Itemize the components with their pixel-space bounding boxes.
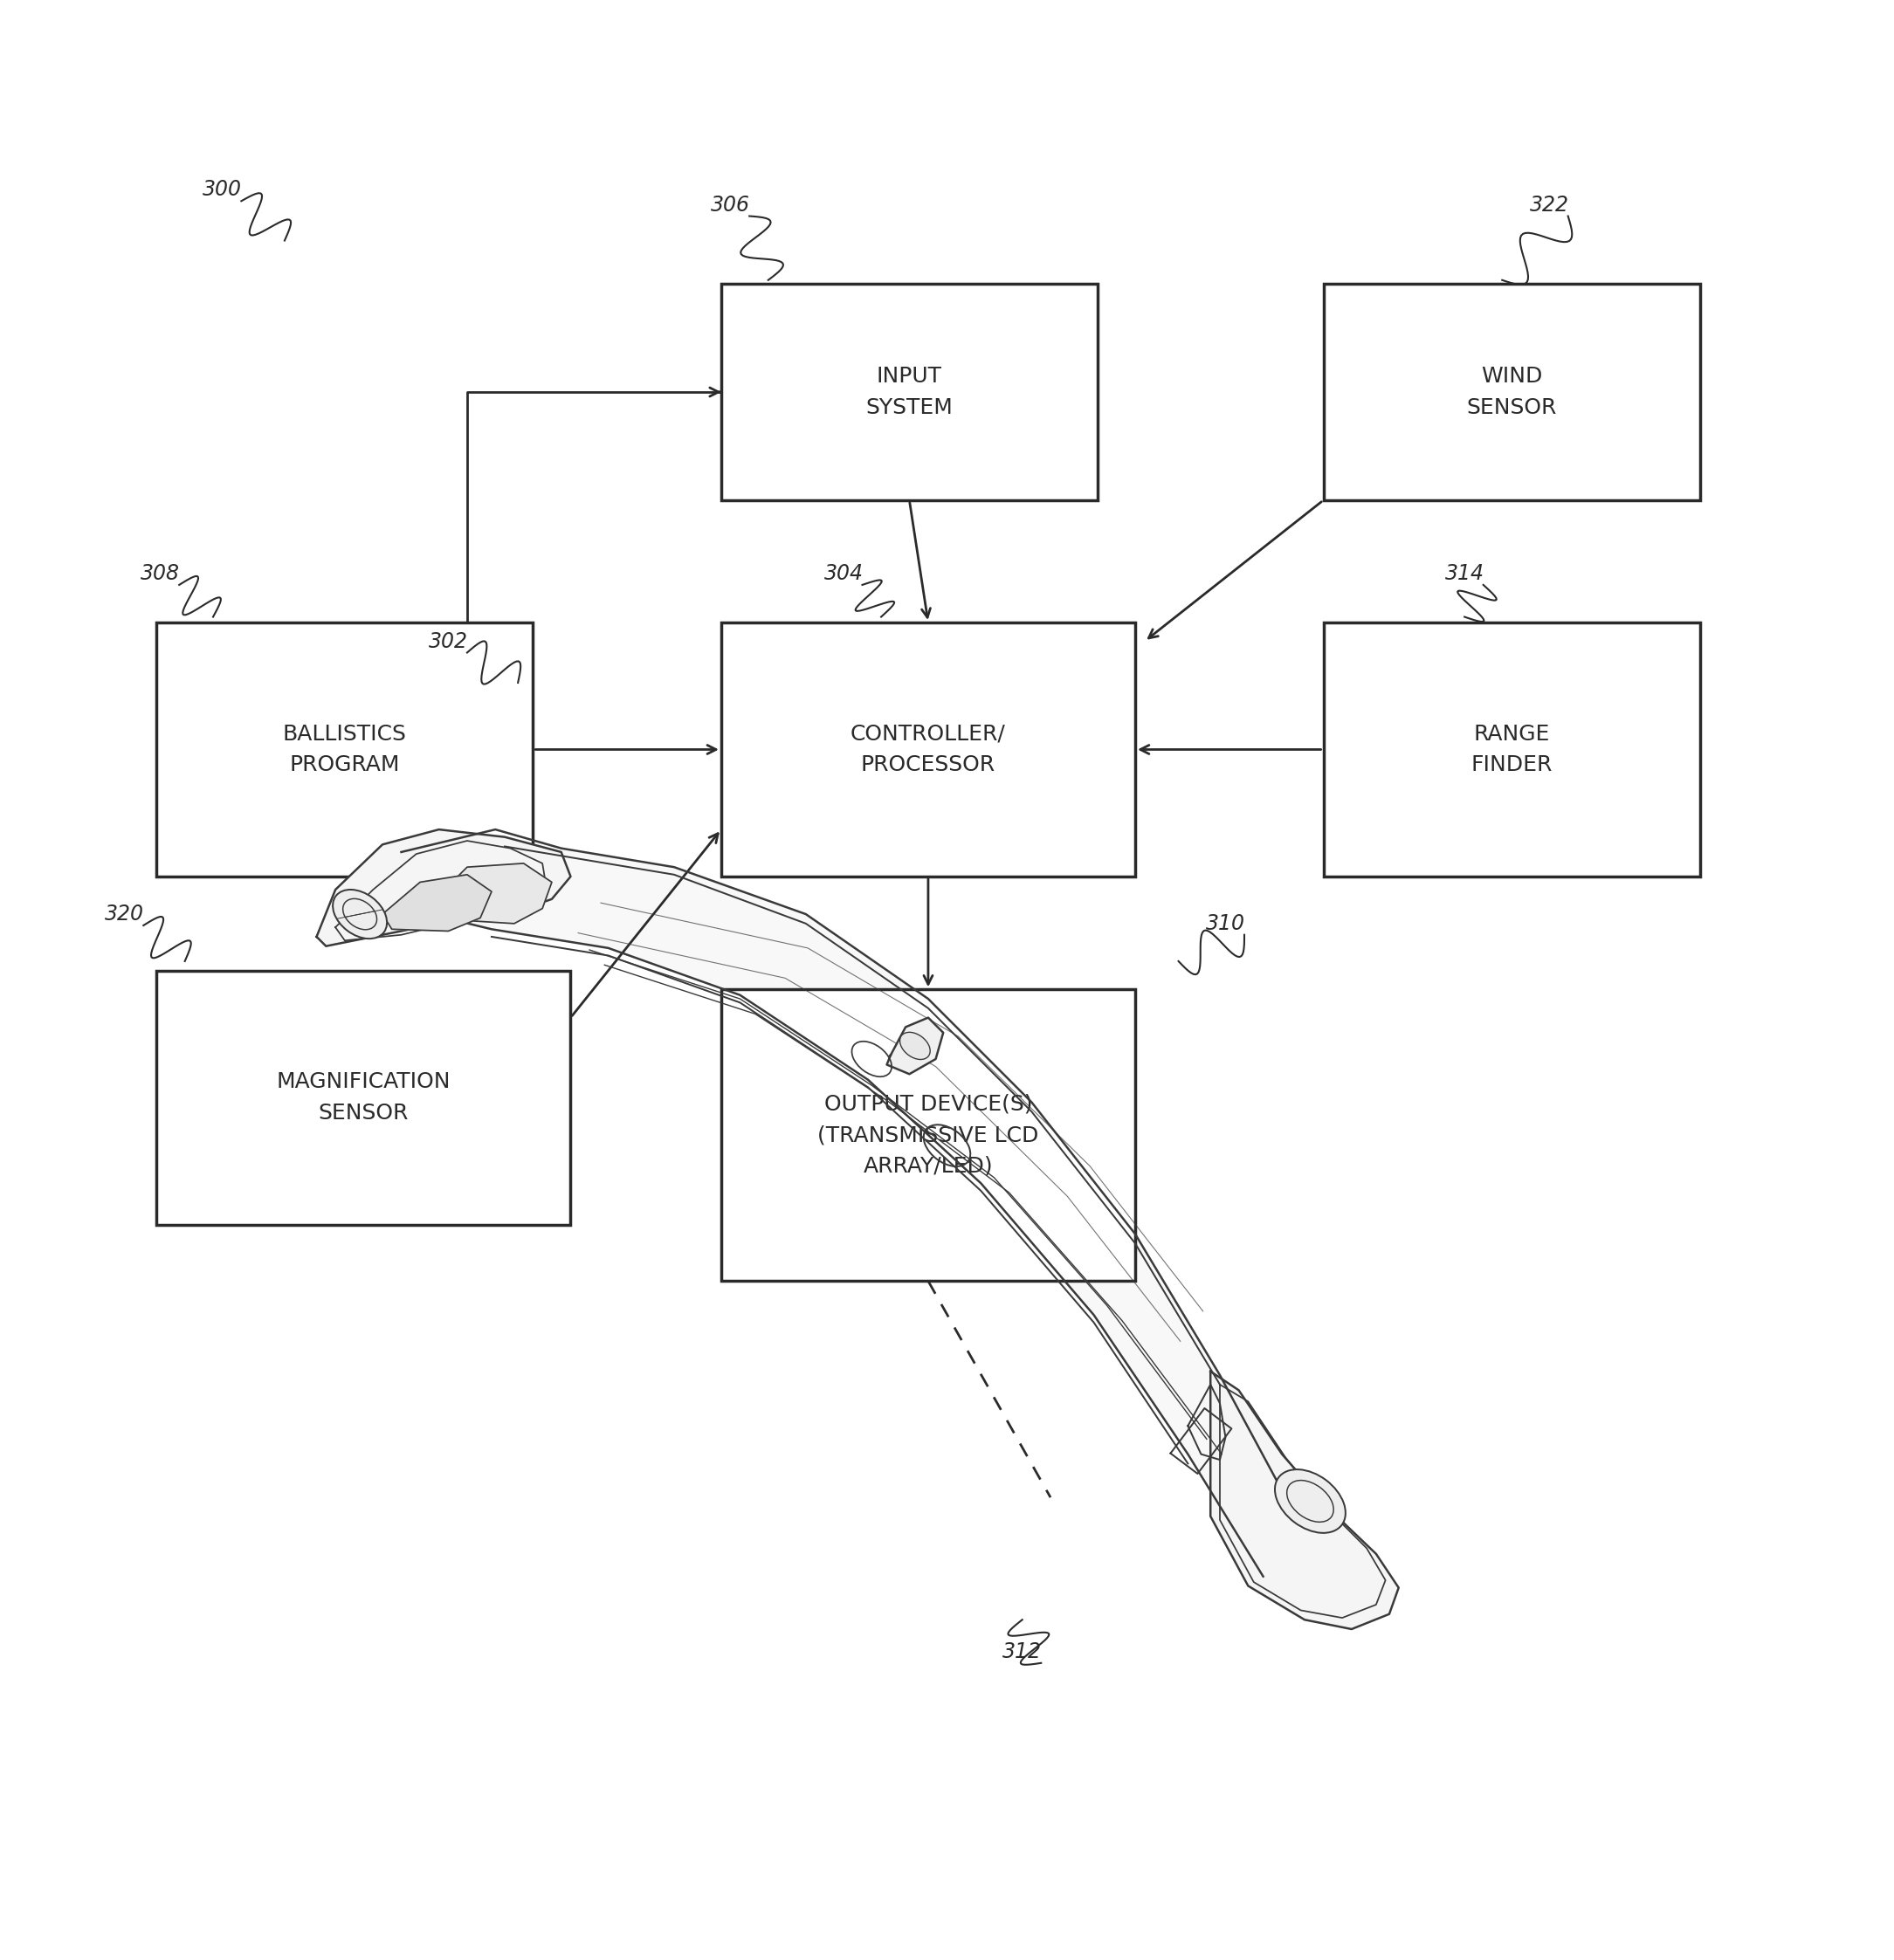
Text: 300: 300 (203, 178, 242, 200)
Text: RANGE
FINDER: RANGE FINDER (1472, 723, 1553, 776)
FancyBboxPatch shape (722, 990, 1135, 1282)
Ellipse shape (333, 890, 386, 939)
FancyBboxPatch shape (157, 623, 532, 876)
Text: INPUT
SYSTEM: INPUT SYSTEM (866, 367, 953, 417)
Text: 322: 322 (1530, 194, 1568, 216)
Polygon shape (316, 829, 570, 947)
Polygon shape (886, 1017, 943, 1074)
Text: 308: 308 (140, 563, 180, 584)
Text: OUTPUT DEVICE(S)
(TRANSMISSIVE LCD
ARRAY/LED): OUTPUT DEVICE(S) (TRANSMISSIVE LCD ARRAY… (818, 1094, 1038, 1176)
Text: 310: 310 (1206, 913, 1244, 935)
Polygon shape (1210, 1372, 1398, 1629)
FancyBboxPatch shape (722, 623, 1135, 876)
Polygon shape (439, 862, 551, 923)
FancyBboxPatch shape (722, 284, 1097, 500)
Text: 320: 320 (104, 904, 144, 925)
Text: 302: 302 (428, 631, 468, 653)
Polygon shape (354, 829, 1286, 1576)
FancyBboxPatch shape (157, 970, 570, 1225)
Ellipse shape (1275, 1470, 1345, 1533)
FancyBboxPatch shape (1324, 623, 1699, 876)
FancyBboxPatch shape (1324, 284, 1699, 500)
Text: CONTROLLER/
PROCESSOR: CONTROLLER/ PROCESSOR (850, 723, 1006, 776)
Polygon shape (383, 874, 492, 931)
Ellipse shape (900, 1033, 930, 1060)
Text: 312: 312 (1002, 1641, 1042, 1662)
Text: MAGNIFICATION
SENSOR: MAGNIFICATION SENSOR (277, 1072, 451, 1123)
Text: 314: 314 (1445, 563, 1485, 584)
Text: 304: 304 (824, 563, 864, 584)
Text: BALLISTICS
PROGRAM: BALLISTICS PROGRAM (282, 723, 407, 776)
Text: 306: 306 (710, 194, 750, 216)
Text: WIND
SENSOR: WIND SENSOR (1466, 367, 1557, 417)
